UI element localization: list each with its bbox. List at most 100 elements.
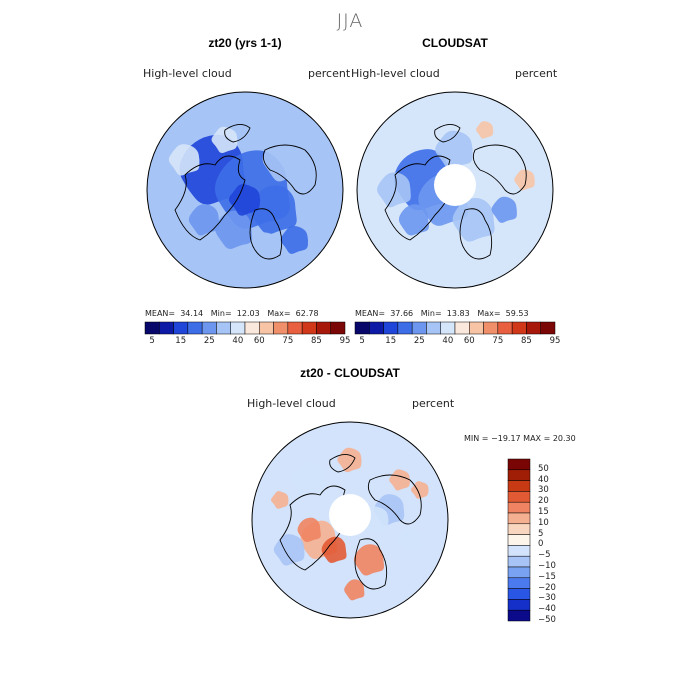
cbar2-tick-label: 75 bbox=[492, 336, 504, 346]
cbar2-tick-label: 25 bbox=[413, 336, 425, 346]
map2-contour-region bbox=[488, 134, 520, 166]
cbar1-swatch bbox=[287, 321, 303, 335]
diff-units-label: percent bbox=[412, 397, 455, 410]
map2-outline bbox=[356, 91, 554, 289]
cbar3-swatch bbox=[507, 609, 531, 622]
cbar1-swatch bbox=[244, 321, 260, 335]
map2-contour-region bbox=[476, 121, 494, 139]
panel2-min: 13.83 bbox=[446, 309, 470, 318]
cbar2-swatch bbox=[440, 321, 456, 335]
map3-contour-region bbox=[337, 447, 362, 473]
map2-coastline bbox=[459, 208, 493, 260]
map3-contour-region bbox=[297, 517, 321, 543]
cbar1-tick-label: 5 bbox=[149, 336, 155, 346]
cbar1-tick-label: 85 bbox=[311, 336, 322, 346]
cbar3-swatch bbox=[507, 566, 531, 579]
map2-coastline bbox=[472, 144, 527, 195]
cbar3-tick-label: −10 bbox=[538, 561, 556, 571]
map2-field bbox=[357, 92, 553, 288]
cbar2-tick-label: 95 bbox=[549, 336, 561, 346]
cbar3-tick-label: −50 bbox=[538, 615, 556, 625]
map3-coastline bbox=[367, 474, 422, 525]
cbar1-tick-label: 15 bbox=[175, 336, 187, 346]
cbar3-swatch bbox=[507, 599, 531, 611]
panel1-stats: MEAN= 34.14 Min= 12.03 Max= 62.78 bbox=[145, 309, 319, 318]
cbar1-swatch bbox=[301, 321, 317, 335]
diff-polar-map bbox=[251, 421, 449, 619]
panel2-polar-map bbox=[356, 91, 554, 289]
panel1-colorbar-ticks: 5 15 25 40 60 75 85 95 bbox=[145, 336, 350, 348]
map1-contour-region bbox=[168, 144, 200, 176]
cbar2-tick-label: 85 bbox=[521, 336, 532, 346]
map2-contour-region bbox=[491, 196, 517, 223]
diff-colorbar bbox=[507, 458, 531, 622]
cbar3-swatch bbox=[507, 555, 531, 568]
map1-contour-region bbox=[262, 137, 305, 182]
panel2-variable-label: High-level cloud bbox=[351, 67, 440, 80]
map1-contour-region bbox=[250, 185, 297, 235]
cbar2-swatch bbox=[469, 321, 484, 335]
map1-outline bbox=[146, 91, 344, 289]
cbar2-swatch bbox=[511, 321, 527, 335]
panel2-colorbar bbox=[354, 321, 556, 335]
map3-coastline bbox=[354, 538, 388, 590]
panel1-title: zt20 (yrs 1-1) bbox=[208, 36, 282, 50]
cbar2-swatch bbox=[426, 321, 441, 335]
map3-contour-region bbox=[389, 469, 410, 491]
cbar1-swatch bbox=[273, 321, 289, 335]
panel2-title: CLOUDSAT bbox=[422, 36, 488, 50]
panel2-units-label: percent bbox=[515, 67, 558, 80]
map1-contour-region bbox=[215, 210, 253, 249]
cbar3-tick-label: 30 bbox=[538, 485, 549, 496]
cbar3-tick-label: 5 bbox=[538, 528, 544, 539]
map2-contour-region bbox=[398, 204, 429, 236]
diff-variable-label: High-level cloud bbox=[247, 397, 336, 410]
cbar3-swatch bbox=[507, 501, 531, 514]
diff-title: zt20 - CLOUDSAT bbox=[300, 366, 400, 380]
cbar1-swatch bbox=[187, 321, 203, 335]
map1-field bbox=[147, 92, 343, 288]
map3-contour-region bbox=[270, 491, 289, 509]
cbar3-swatch bbox=[507, 469, 531, 481]
cbar3-tick-label: 15 bbox=[538, 507, 549, 517]
panel1-variable-label: High-level cloud bbox=[143, 67, 232, 80]
cbar2-tick-label: 40 bbox=[442, 336, 454, 346]
map1-coastline bbox=[249, 208, 283, 260]
map3-contour-region bbox=[273, 534, 305, 566]
map3-contour-region bbox=[321, 536, 347, 563]
map1-contour-region bbox=[228, 184, 261, 216]
map2-contour-region bbox=[435, 130, 473, 169]
map1-contour-region bbox=[296, 176, 323, 204]
cbar1-tick-label: 60 bbox=[253, 336, 265, 346]
map3-contour-region bbox=[353, 544, 385, 576]
cbar3-tick-label: −30 bbox=[538, 593, 556, 604]
cbar1-tick-label: 75 bbox=[282, 336, 294, 346]
cbar3-tick-label: −20 bbox=[538, 582, 556, 593]
cbar2-tick-label: 15 bbox=[385, 336, 397, 346]
cbar1-swatch bbox=[201, 321, 217, 335]
cbar3-tick-label: 50 bbox=[538, 463, 549, 474]
diff-colorbar-ticks: 50 40 30 20 15 10 5 0 −5 −10 −15 −20 −30 −40 −50 bbox=[538, 459, 578, 625]
cbar1-swatch bbox=[159, 321, 174, 335]
panel2-max: 59.53 bbox=[505, 309, 529, 318]
cbar3-swatch bbox=[507, 512, 531, 525]
cbar1-tick-label: 25 bbox=[203, 336, 215, 346]
cbar2-swatch bbox=[383, 321, 399, 335]
map1-contour-region bbox=[188, 204, 220, 236]
cbar3-swatch bbox=[507, 480, 531, 492]
cbar1-swatch bbox=[173, 321, 189, 335]
panel1-colorbar bbox=[144, 321, 346, 335]
panel1-mean: 34.14 bbox=[180, 309, 204, 318]
map2-coastline bbox=[434, 124, 461, 143]
map2-missing-data-hole bbox=[434, 164, 476, 206]
cbar1-swatch bbox=[316, 321, 331, 335]
cbar3-swatch bbox=[507, 545, 531, 557]
cbar3-tick-label: 40 bbox=[538, 474, 549, 485]
cbar2-swatch bbox=[354, 321, 370, 335]
cbar1-swatch bbox=[330, 321, 346, 335]
map1-contour-region bbox=[280, 225, 308, 254]
map2-contour-region bbox=[452, 197, 495, 242]
panel2-mean: 37.66 bbox=[390, 309, 414, 318]
cbar2-tick-label: 5 bbox=[359, 336, 365, 346]
cbar1-tick-label: 95 bbox=[339, 336, 351, 346]
